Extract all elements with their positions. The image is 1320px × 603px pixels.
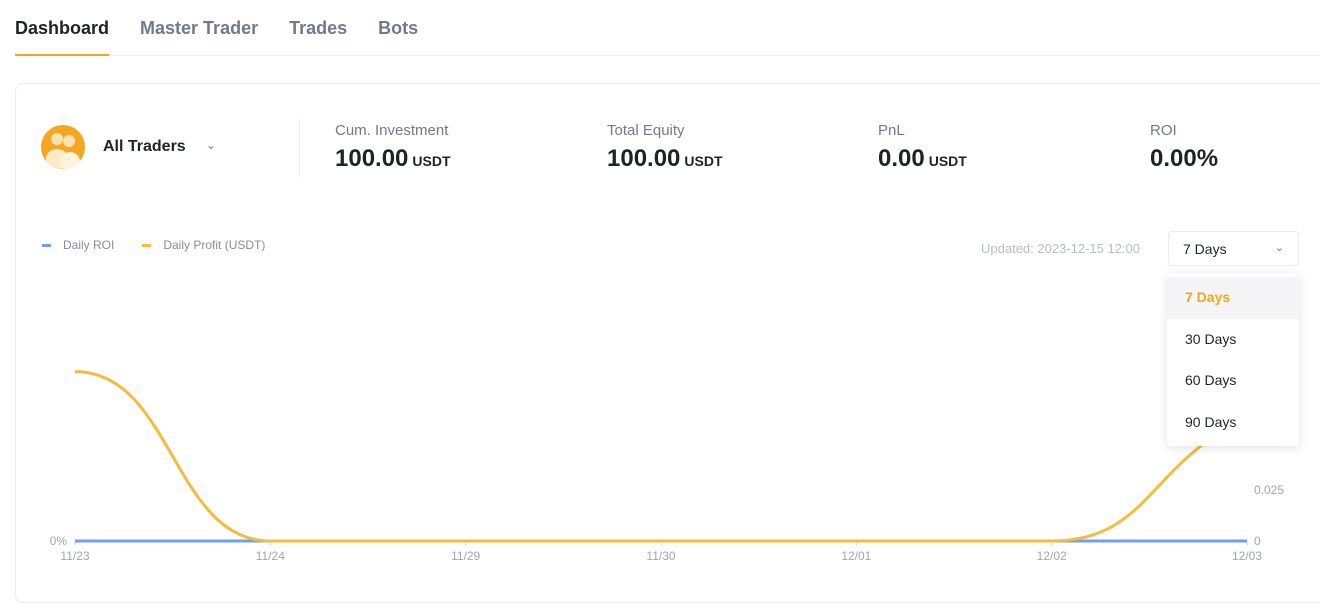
tab-bots[interactable]: Bots <box>378 18 419 38</box>
x-tick-label: 12/03 <box>1232 549 1262 563</box>
x-tick-label: 11/30 <box>646 549 675 563</box>
stat-unit: USDT <box>412 153 451 169</box>
x-tick-label: 11/24 <box>256 549 285 563</box>
y-left-tick-label: 0% <box>50 534 68 548</box>
x-tick-label: 12/02 <box>1037 549 1067 563</box>
stat-label: Total Equity <box>607 122 685 139</box>
chart-legend: Daily ROI Daily Profit (USDT) <box>42 238 265 252</box>
chevron-down-icon[interactable]: ⌄ <box>206 138 217 152</box>
range-select[interactable]: 7 Days ⌄ <box>1168 231 1299 266</box>
stat-label: ROI <box>1150 122 1177 139</box>
stat-value: 100.00 <box>607 145 681 172</box>
stat-cum-investment: Cum. Investment 100.00 USDT <box>335 122 451 173</box>
updated-timestamp: Updated: 2023-12-15 12:00 <box>981 241 1141 256</box>
stat-value: 0.00 <box>878 145 925 172</box>
series-line-daily-profit <box>74 370 1248 543</box>
stat-label: Cum. Investment <box>335 122 449 139</box>
legend-profit[interactable]: Daily Profit (USDT) <box>142 238 265 252</box>
option-7-days[interactable]: 7 Days <box>1167 277 1299 319</box>
stat-unit: USDT <box>684 153 723 169</box>
chart: 11/23 11/24 11/29 11/30 12/01 12/02 12/03 0% 0 0.… <box>50 370 1284 563</box>
stat-unit: USDT <box>928 153 967 169</box>
stat-value: 0.00% <box>1150 145 1219 172</box>
y-right-tick-label: 0.025 <box>1254 483 1284 497</box>
divider <box>299 119 300 177</box>
tab-trades[interactable]: Trades <box>289 18 348 38</box>
users-icon <box>41 125 85 169</box>
stat-roi: ROI 0.00% <box>1150 122 1218 173</box>
range-dropdown-menu: 7 Days 30 Days 60 Days 90 Days <box>1167 273 1299 446</box>
y-right-tick-label: 0 <box>1254 534 1261 548</box>
main-tabs: Dashboard Master Trader Trades Bots <box>15 0 1320 56</box>
x-tick-label: 11/23 <box>60 549 89 563</box>
stat-pnl: PnL 0.00 USDT <box>878 122 967 173</box>
option-30-days[interactable]: 30 Days <box>1185 330 1237 347</box>
tab-master-trader[interactable]: Master Trader <box>140 18 259 38</box>
stat-total-equity: Total Equity 100.00 USDT <box>607 122 723 173</box>
option-90-days[interactable]: 90 Days <box>1185 413 1237 430</box>
chevron-down-icon: ⌄ <box>1274 242 1284 254</box>
stat-label: PnL <box>878 122 905 139</box>
x-tick-label: 12/01 <box>841 549 871 563</box>
option-60-days[interactable]: 60 Days <box>1185 372 1237 388</box>
tab-dashboard[interactable]: Dashboard <box>15 0 110 56</box>
trader-selector[interactable]: All Traders <box>103 138 186 155</box>
legend-roi[interactable]: Daily ROI <box>42 238 114 252</box>
x-tick-label: 11/29 <box>451 549 480 563</box>
stat-value: 100.00 <box>335 145 409 172</box>
